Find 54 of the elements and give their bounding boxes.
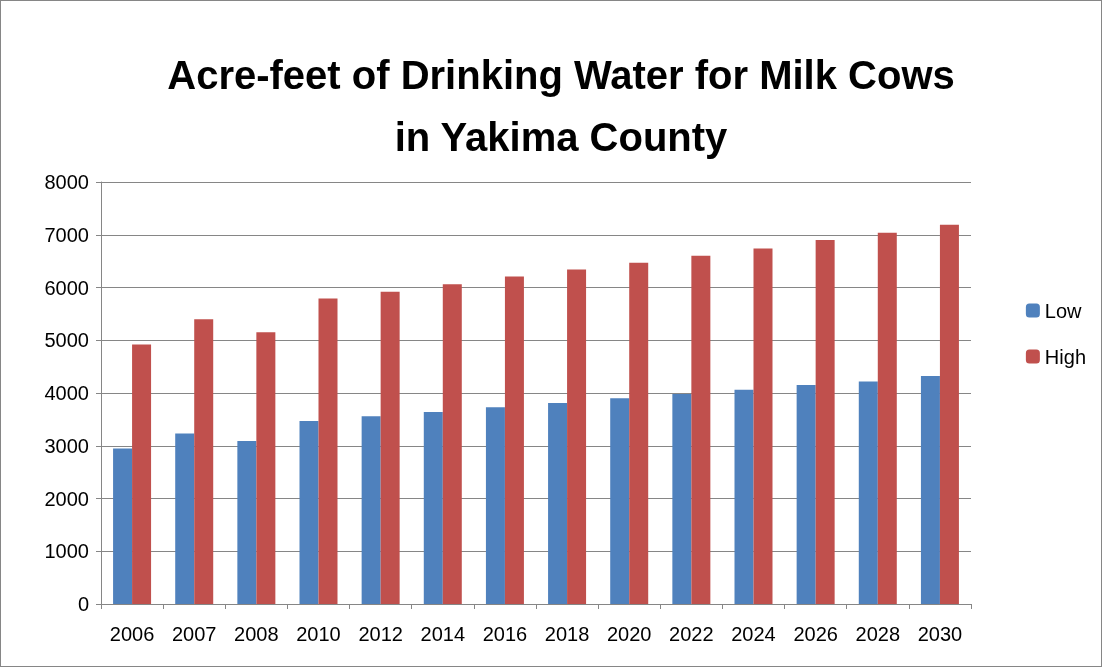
x-tick-label: 2006 [109, 623, 155, 645]
bar [629, 262, 649, 604]
bar [485, 407, 505, 604]
y-tick-label: 1000 [44, 540, 89, 563]
bar [237, 441, 257, 604]
x-tick-label: 2026 [793, 623, 838, 645]
bar [610, 398, 630, 604]
bar [175, 433, 195, 604]
y-tick-label: 2000 [44, 487, 89, 510]
y-tick-label: 8000 [44, 171, 89, 193]
y-tick-label: 3000 [44, 434, 89, 457]
bar [858, 381, 878, 604]
bar [504, 276, 524, 604]
bar [318, 298, 338, 604]
x-tick-label: 2014 [420, 623, 466, 645]
bar [113, 448, 133, 604]
bar [734, 389, 754, 604]
chart-title: Acre-feet of Drinking Water for Milk Cows in Yakima County [167, 53, 955, 159]
bar [423, 411, 443, 604]
y-tick-label: 6000 [44, 276, 89, 299]
x-tick-label: 2008 [234, 623, 279, 645]
bar [361, 416, 381, 604]
bar [939, 224, 959, 604]
bar [548, 403, 568, 604]
x-tick-label: 2018 [544, 623, 590, 645]
bar [132, 344, 152, 604]
y-tick-label: 0 [77, 593, 89, 615]
bar [672, 394, 692, 604]
bar [380, 291, 400, 604]
y-tick-label: 4000 [44, 382, 89, 404]
bar [256, 332, 276, 604]
x-tick-label: 2007 [171, 623, 217, 645]
legend-label: Low [1044, 299, 1083, 322]
x-tick-label: 2010 [296, 623, 341, 645]
x-tick-label: 2022 [669, 623, 714, 645]
x-tick-label: 2028 [855, 623, 901, 645]
bar [796, 385, 816, 604]
bar [442, 284, 462, 604]
bar [815, 240, 835, 604]
x-tick-label: 2012 [358, 623, 403, 645]
x-tick-label: 2024 [731, 623, 776, 645]
bar [920, 376, 940, 604]
bar [299, 420, 319, 604]
bar [753, 248, 773, 604]
y-tick-label: 7000 [44, 223, 89, 246]
bar [567, 269, 587, 604]
x-tick-label: 2030 [917, 623, 963, 645]
bar [691, 255, 711, 604]
x-tick-label: 2016 [482, 623, 528, 645]
y-tick-label: 5000 [44, 329, 89, 352]
x-tick-label: 2020 [606, 623, 652, 645]
bar [877, 232, 897, 604]
bar [194, 319, 214, 604]
legend-label: High [1044, 345, 1087, 368]
